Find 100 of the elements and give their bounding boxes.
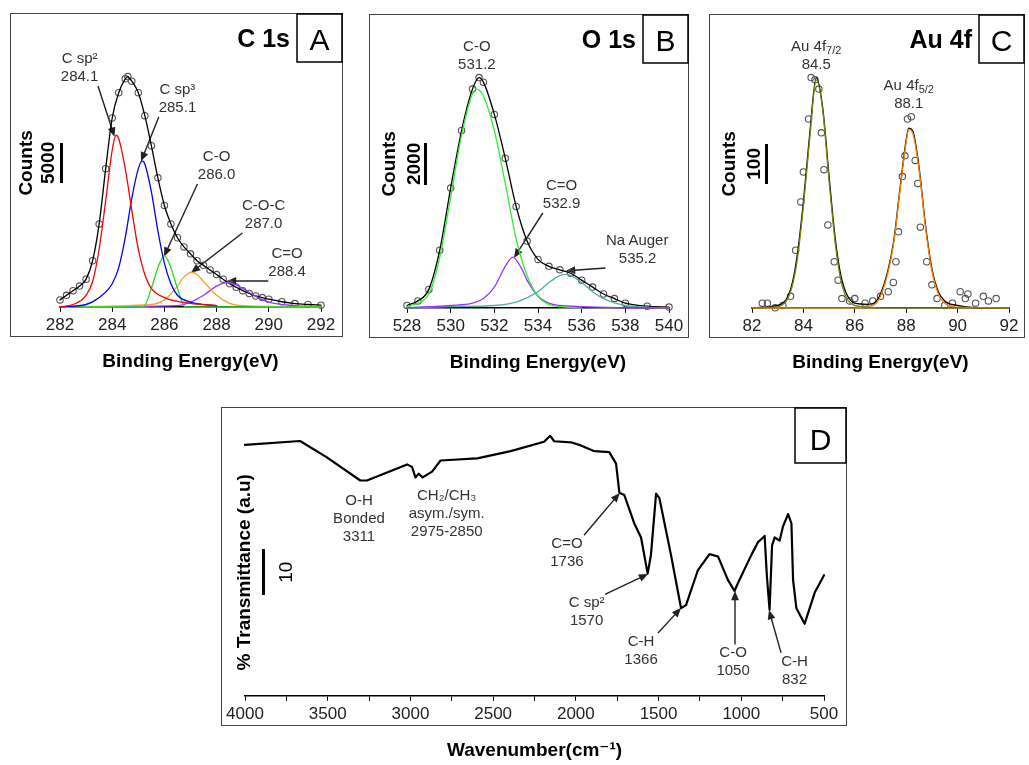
point — [212, 270, 221, 279]
x-tick-label: 2500 — [474, 703, 513, 723]
annotation: Na Auger 535.2 — [605, 231, 669, 267]
chart-title: C 1s — [237, 24, 290, 52]
annotation: 2000 — [403, 142, 424, 186]
x-tick-label: 4000 — [226, 703, 264, 723]
x-tick-label: 282 — [45, 314, 75, 334]
point — [414, 297, 422, 305]
point — [815, 85, 823, 93]
point — [961, 294, 970, 303]
x-tick-label: 3000 — [391, 703, 430, 723]
x-tick-label: 290 — [254, 314, 283, 334]
point — [851, 294, 859, 303]
point — [479, 78, 488, 86]
point — [911, 156, 919, 165]
x-tick-label: 1000 — [722, 703, 761, 723]
x-tick-label: 3500 — [308, 703, 347, 723]
point — [643, 302, 651, 310]
text: 5000 — [37, 141, 58, 185]
point — [820, 165, 828, 174]
point — [894, 228, 903, 236]
annotation: D — [809, 422, 832, 456]
point — [928, 281, 936, 289]
point — [219, 275, 227, 283]
point — [797, 198, 805, 206]
point — [979, 292, 988, 301]
x-tick-label: 84 — [793, 315, 813, 335]
point — [173, 233, 182, 242]
point — [167, 220, 175, 228]
point — [124, 72, 132, 81]
point — [95, 220, 103, 228]
x-tick-label: 540 — [654, 315, 684, 335]
point — [446, 184, 455, 192]
point — [490, 110, 499, 119]
x-tick-label: 288 — [202, 314, 231, 334]
x-axis-title: Wavenumber(cm⁻¹) — [446, 738, 623, 760]
x-axis-title: Binding Energy(eV) — [102, 349, 279, 371]
annotation: C-O 531.2 — [458, 36, 496, 72]
x-axis-title: Binding Energy(eV) — [792, 350, 969, 372]
point — [232, 283, 240, 291]
point — [807, 73, 815, 82]
annotation: C sp² 284.1 — [60, 48, 99, 84]
point — [898, 172, 907, 181]
x-tick-label: 538 — [611, 315, 640, 335]
point — [141, 111, 149, 120]
annotation: CH₂/CH₃ asym./sym. 2975-2850 — [408, 486, 485, 540]
point — [824, 221, 832, 229]
point — [154, 174, 162, 182]
point — [861, 299, 869, 307]
annotation: 100 — [743, 148, 764, 180]
x-tick-label: 82 — [742, 315, 762, 335]
x-axis-title: Binding Energy(eV) — [449, 350, 627, 372]
x-tick-label: 286 — [150, 314, 179, 334]
point — [811, 76, 819, 84]
text: C — [990, 24, 1013, 58]
point — [956, 287, 964, 296]
point — [317, 301, 325, 309]
x-tick-label: 284 — [98, 314, 127, 334]
chart-title: Au 4f — [909, 25, 973, 53]
y-axis-title: % Transmittance (a.u) — [233, 474, 254, 671]
annotation: C-O 1050 — [716, 643, 750, 679]
x-tick-label: 534 — [523, 315, 553, 335]
point — [971, 299, 980, 307]
point — [180, 243, 188, 251]
point — [128, 77, 136, 85]
point — [108, 114, 116, 122]
text: A — [309, 23, 330, 57]
point — [134, 88, 143, 97]
annotation: C sp² 1570 — [568, 592, 605, 628]
y-axis-title: Counts — [718, 131, 739, 197]
point — [845, 297, 854, 305]
point — [114, 88, 123, 97]
point — [923, 258, 931, 266]
point — [69, 286, 77, 295]
point — [475, 73, 483, 82]
y-axis-title: Counts — [378, 131, 399, 197]
point — [545, 262, 553, 271]
x-tick-label: 528 — [392, 315, 422, 335]
point — [193, 257, 201, 265]
point — [621, 299, 630, 307]
x-tick-label: 292 — [306, 314, 336, 334]
annotation: C-H 1366 — [624, 632, 658, 668]
point — [799, 168, 808, 176]
point — [82, 275, 90, 283]
point — [610, 294, 619, 303]
point — [252, 292, 260, 300]
point — [186, 250, 195, 258]
point — [468, 85, 477, 93]
point — [984, 297, 993, 305]
point — [804, 115, 813, 123]
point — [121, 75, 129, 83]
point — [889, 278, 898, 287]
point — [206, 266, 214, 274]
point — [56, 296, 64, 304]
point — [876, 292, 885, 301]
point — [599, 290, 608, 298]
point — [425, 285, 433, 294]
point — [457, 126, 466, 135]
point — [75, 282, 84, 290]
point — [763, 299, 772, 307]
